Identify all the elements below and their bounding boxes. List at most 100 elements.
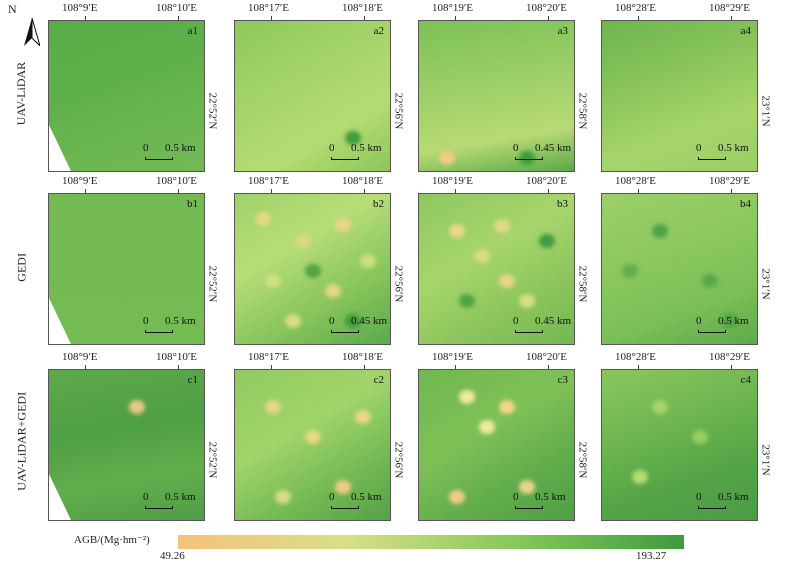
longitude-tick (178, 365, 179, 369)
longitude-label: 108°20′E (526, 2, 568, 14)
scalebar-zero: 0 (329, 142, 335, 154)
scalebar (698, 330, 726, 333)
longitude-tick (271, 16, 272, 20)
longitude-label: 108°29′E (709, 2, 751, 14)
panel-id: b4 (740, 198, 751, 210)
scalebar-zero: 0 (696, 491, 702, 503)
scalebar-distance: 0.45 km (535, 142, 572, 154)
longitude-label: 108°10′E (156, 2, 198, 14)
longitude-label: 108°28′E (615, 2, 657, 14)
scalebar (331, 157, 359, 160)
agb-patch (632, 470, 648, 484)
north-arrow-icon (24, 17, 40, 46)
agb-patch (519, 294, 535, 308)
agb-raster (602, 21, 757, 171)
longitude-label: 108°10′E (156, 175, 198, 187)
panel-id: a1 (187, 25, 198, 37)
scalebar-zero: 0 (696, 142, 702, 154)
agb-patch (295, 234, 311, 248)
agb-patch (255, 212, 271, 226)
map-panel-c3: c3 0 0.5 km (418, 369, 575, 521)
panel-id: c3 (557, 374, 568, 386)
scalebar (698, 506, 726, 509)
panel-id: b1 (187, 198, 198, 210)
longitude-label: 108°19′E (432, 175, 474, 187)
agb-raster (49, 21, 204, 171)
longitude-tick (548, 16, 549, 20)
scalebar-zero: 0 (329, 491, 335, 503)
longitude-tick (455, 16, 456, 20)
agb-patch (539, 234, 555, 248)
map-panel-b3: b3 0 0.45 km (418, 193, 575, 345)
scalebar (145, 330, 173, 333)
agb-patch (265, 400, 281, 414)
panel-id: b2 (373, 198, 384, 210)
scalebar-distance: 0.5 km (718, 315, 749, 327)
longitude-tick (731, 365, 732, 369)
longitude-label: 108°19′E (432, 351, 474, 363)
agb-patch (519, 151, 535, 165)
longitude-label: 108°9′E (62, 175, 98, 187)
agb-patch (459, 390, 475, 404)
agb-patch (355, 410, 371, 424)
longitude-tick (638, 189, 639, 193)
agb-patch (335, 218, 351, 232)
longitude-label: 108°20′E (526, 351, 568, 363)
longitude-tick (731, 189, 732, 193)
agb-raster (419, 370, 574, 520)
agb-patch (285, 314, 301, 328)
map-panel-a3: a3 0 0.45 km (418, 20, 575, 172)
legend-min-label: 49.26 (160, 550, 185, 562)
longitude-label: 108°18′E (342, 351, 384, 363)
scalebar-zero: 0 (143, 491, 149, 503)
longitude-tick (364, 365, 365, 369)
longitude-label: 108°17′E (248, 351, 290, 363)
scalebar-distance: 0.5 km (351, 142, 382, 154)
agb-patch (652, 400, 668, 414)
agb-patch (474, 249, 490, 263)
scalebar (515, 157, 543, 160)
longitude-tick (638, 16, 639, 20)
map-panel-b4: b4 0 0.5 km (601, 193, 758, 345)
longitude-tick (85, 189, 86, 193)
legend-max-label: 193.27 (636, 550, 667, 562)
scalebar-zero: 0 (513, 491, 519, 503)
scalebar-distance: 0.5 km (535, 491, 566, 503)
latitude-label: 23°1′N (759, 268, 772, 300)
longitude-tick (455, 365, 456, 369)
scalebar-distance: 0.5 km (718, 491, 749, 503)
scalebar (515, 506, 543, 509)
map-panel-a2: a2 0 0.5 km (234, 20, 391, 172)
agb-patch (345, 131, 361, 145)
longitude-label: 108°9′E (62, 2, 98, 14)
longitude-tick (731, 16, 732, 20)
scalebar (145, 506, 173, 509)
panel-id: c4 (740, 374, 751, 386)
scalebar-zero: 0 (143, 315, 149, 327)
agb-patch (722, 314, 738, 328)
row-label: UAV-LiDAR (14, 61, 29, 126)
scalebar-distance: 0.5 km (165, 142, 196, 154)
scalebar-distance: 0.45 km (535, 315, 572, 327)
scalebar-zero: 0 (143, 142, 149, 154)
agb-patch (702, 274, 718, 288)
longitude-tick (271, 365, 272, 369)
agb-patch (499, 400, 515, 414)
longitude-tick (178, 189, 179, 193)
agb-patch (439, 151, 455, 165)
agb-patch (345, 314, 361, 328)
agb-patch (692, 430, 708, 444)
latitude-label: 22°58′N (576, 92, 589, 130)
longitude-tick (364, 16, 365, 20)
panel-id: c2 (373, 374, 384, 386)
agb-patch (360, 254, 376, 268)
agb-patch (499, 274, 515, 288)
map-panel-a1: a1 0 0.5 km (48, 20, 205, 172)
longitude-tick (85, 365, 86, 369)
agb-patch (265, 274, 281, 288)
agb-patch (459, 294, 475, 308)
longitude-label: 108°28′E (615, 351, 657, 363)
scalebar-distance: 0.5 km (718, 142, 749, 154)
north-arrow: N (6, 2, 40, 46)
longitude-label: 108°9′E (62, 351, 98, 363)
